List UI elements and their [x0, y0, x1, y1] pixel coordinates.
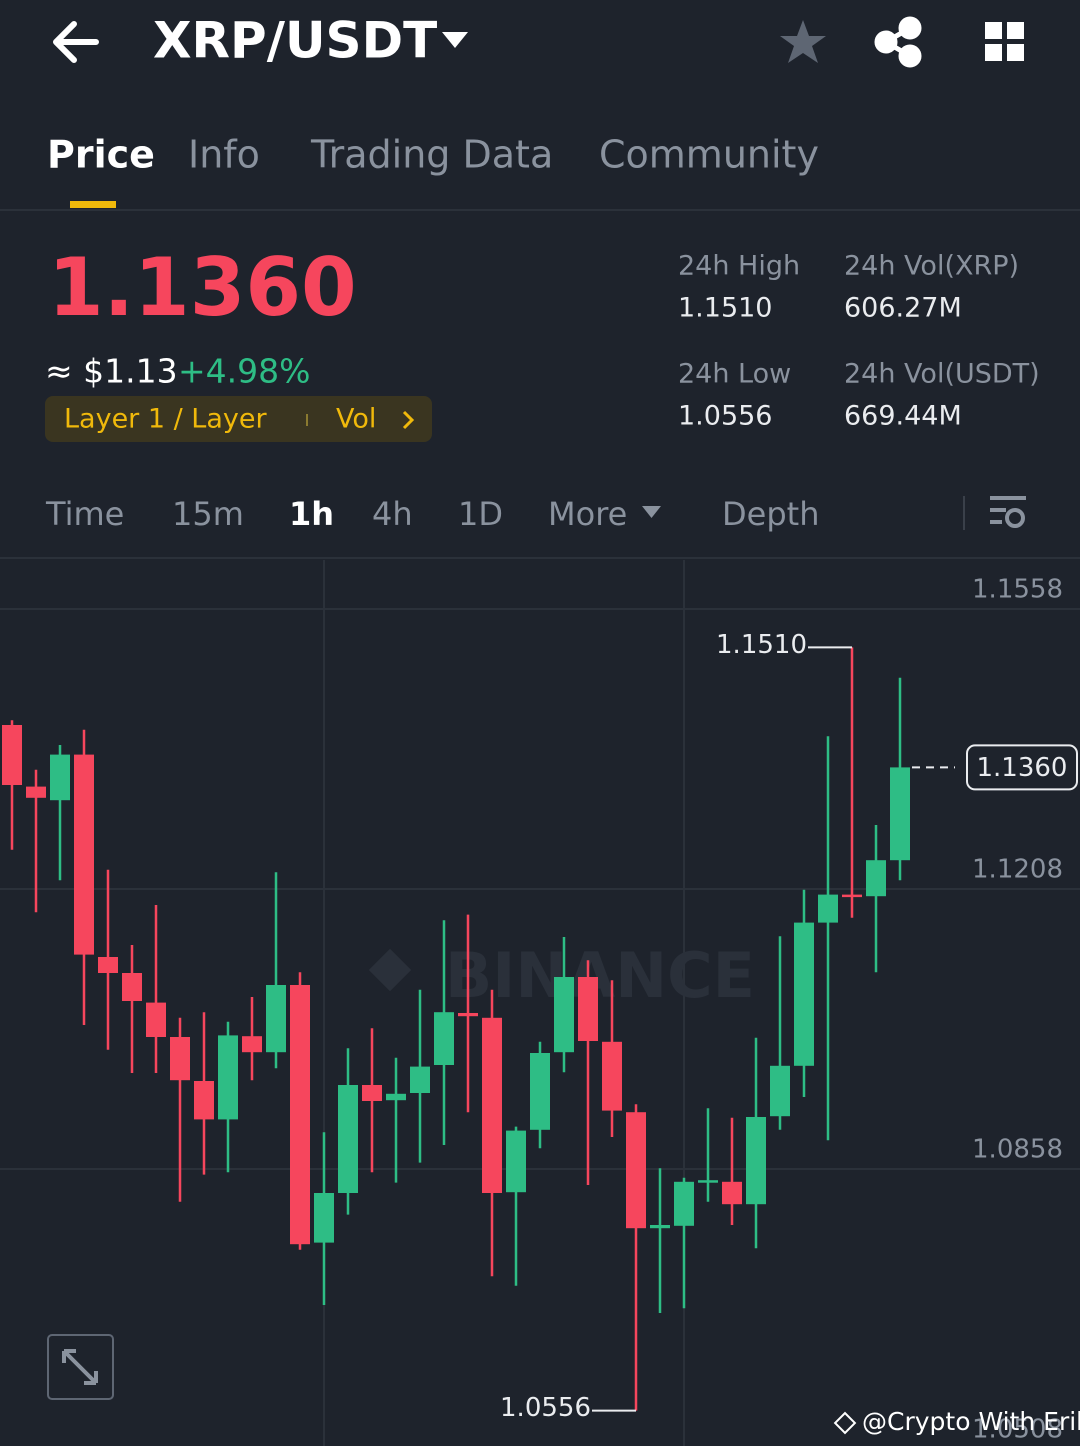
pair-dropdown[interactable] — [442, 32, 468, 48]
candle-body — [506, 1130, 526, 1193]
candle-body — [74, 754, 94, 955]
candle-body — [698, 1180, 718, 1183]
candle-body — [218, 1035, 238, 1120]
back-button[interactable] — [53, 21, 99, 63]
pair-title[interactable]: XRP/USDT — [153, 12, 437, 70]
price-change: +4.98% — [178, 352, 310, 391]
candle-body — [578, 977, 598, 1041]
favorite-icon[interactable] — [780, 20, 826, 63]
candle-body — [650, 1225, 670, 1229]
candle-body — [314, 1193, 334, 1243]
candle-body — [746, 1117, 766, 1205]
tab-indicator — [70, 201, 116, 208]
last-price-label: 1.1360 — [977, 753, 1068, 783]
tab[interactable]: Info — [188, 133, 260, 177]
stat-value: 1.0556 — [678, 401, 772, 432]
stat-label: 24h Vol(XRP) — [844, 251, 1019, 282]
candle-body — [890, 767, 910, 861]
interval-tab[interactable]: Time — [45, 495, 124, 533]
chart-settings-icon[interactable] — [990, 496, 1026, 528]
interval-tab[interactable]: 1h — [289, 495, 334, 533]
stat-label: 24h High — [678, 251, 800, 282]
stat-label: 24h Low — [678, 359, 791, 390]
candle-body — [482, 1017, 502, 1193]
candle-body — [98, 957, 118, 973]
layout-icon[interactable] — [985, 22, 1024, 61]
candle-body — [770, 1065, 790, 1117]
y-tick-label: 1.1208 — [972, 855, 1063, 885]
interval-tab[interactable]: 1D — [458, 495, 503, 533]
stat-value: 669.44M — [844, 401, 962, 432]
stat-value: 606.27M — [844, 293, 962, 324]
tag-chevron — [402, 410, 415, 430]
tab[interactable]: Community — [599, 133, 819, 177]
candle-body — [410, 1066, 430, 1093]
y-tick-label: 1.0858 — [972, 1135, 1063, 1165]
candle-body — [290, 985, 310, 1245]
candle-body — [554, 977, 574, 1053]
candle-body — [818, 894, 838, 923]
last-price: 1.1360 — [48, 241, 357, 334]
expand-icon — [62, 1349, 98, 1385]
interval-tab[interactable]: More — [548, 495, 627, 533]
candle-body — [794, 922, 814, 1066]
candle-body — [434, 1012, 454, 1065]
candle-body — [530, 1053, 550, 1130]
candle-body — [842, 894, 862, 898]
candle-body — [242, 1036, 262, 1053]
y-tick-label: 1.1558 — [972, 575, 1063, 605]
tag-link[interactable]: Vol — [336, 404, 376, 435]
fiat-price: ≈ $1.13 — [45, 352, 178, 391]
credit: @Crypto With Erik — [862, 1407, 1080, 1436]
candle-body — [338, 1085, 358, 1193]
stat-label: 24h Vol(USDT) — [844, 359, 1040, 390]
tab[interactable]: Trading Data — [310, 133, 553, 177]
candle-body — [458, 1013, 478, 1017]
y-tick-label: 1.0508 — [972, 1415, 1063, 1445]
extreme-marker-label: 1.0556 — [500, 1393, 591, 1423]
candle-body — [722, 1181, 742, 1205]
interval-tab[interactable]: 4h — [372, 495, 413, 533]
candle-body — [122, 973, 142, 1001]
candle-body — [50, 754, 70, 801]
stat-value: 1.1510 — [678, 293, 772, 324]
candle-body — [602, 1041, 622, 1111]
candle-body — [26, 786, 46, 798]
interval-tab[interactable]: 15m — [172, 495, 244, 533]
watermark: BINANCE — [445, 939, 755, 1012]
candle-body — [146, 1002, 166, 1037]
credit-logo — [833, 1411, 857, 1435]
more-dropdown[interactable] — [642, 506, 661, 518]
candle-body — [386, 1093, 406, 1101]
chart: BINANCE 1.1558 1.1208 1.0858 1.0508 — [0, 560, 1080, 1446]
candle-body — [674, 1181, 694, 1226]
tag-box[interactable] — [45, 396, 432, 442]
last-price-box — [966, 744, 1078, 791]
candle-body — [2, 725, 22, 785]
candle-body — [170, 1037, 190, 1081]
candle-body — [866, 860, 886, 897]
share-icon[interactable] — [874, 16, 922, 68]
candle-body — [194, 1081, 214, 1120]
tab[interactable]: Price — [47, 133, 155, 177]
extreme-marker-label: 1.1510 — [716, 630, 807, 660]
candle-body — [362, 1085, 382, 1101]
candle-body — [266, 985, 286, 1053]
interval-tab[interactable]: Depth — [722, 495, 819, 533]
candle-body — [626, 1112, 646, 1229]
tag-text[interactable]: Layer 1 / Layer — [64, 404, 267, 435]
expand-button[interactable] — [47, 1334, 114, 1400]
